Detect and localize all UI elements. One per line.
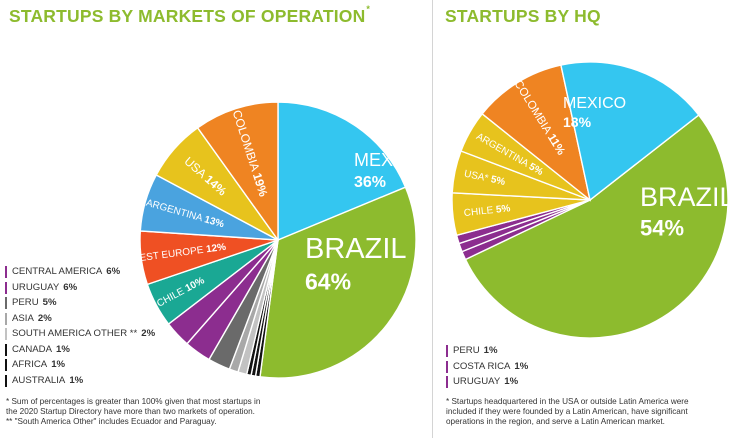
- legend-label: CENTRAL AMERICA 6%: [12, 266, 120, 278]
- legend-label-name: URUGUAY: [12, 281, 60, 293]
- legend-label-name: AFRICA: [12, 359, 48, 370]
- legend-label: PERU 5%: [12, 297, 57, 309]
- slice-value-brazil: 64%: [305, 269, 351, 295]
- legend-label: URUGUAY 6%: [12, 282, 77, 294]
- slice-label-value: 13%: [203, 214, 225, 230]
- footnote-line: included if they were founded by a Latin…: [446, 407, 688, 416]
- legend-label-value: 6%: [106, 266, 121, 277]
- slice-value-brazil: 54%: [640, 216, 684, 241]
- slice-label-brazil: BRAZIL: [640, 182, 735, 212]
- slice-label-mexico: MEXICO: [563, 95, 626, 112]
- legend-label: PERU 1%: [453, 345, 498, 357]
- legend-swatch: [446, 345, 448, 357]
- pie-slice-brazil: [464, 114, 729, 339]
- legend-label-name: COSTA RICA: [453, 360, 511, 372]
- legend-swatch: [5, 266, 7, 278]
- pie-slice-brazil: [259, 186, 417, 379]
- slice-label-value: 12%: [205, 241, 226, 255]
- legend-swatch: [5, 328, 7, 340]
- footnote-line: * Sum of percentages is greater than 100…: [6, 397, 261, 406]
- panel-divider: [432, 0, 433, 438]
- footnote-line: * Startups headquartered in the USA or o…: [446, 397, 689, 406]
- left-chart-title: STARTUPS BY MARKETS OF OPERATION*: [9, 4, 371, 26]
- legend-swatch: [446, 376, 448, 388]
- legend-label-name: URUGUAY: [453, 376, 501, 387]
- slice-label-value: 5%: [490, 174, 507, 188]
- slice-value-mexico: 36%: [354, 174, 386, 191]
- legend-label: AUSTRALIA 1%: [12, 375, 83, 387]
- legend-label-name: AUSTRALIA: [12, 374, 66, 386]
- legend-label: COSTA RICA 1%: [453, 361, 528, 373]
- legend-swatch: [5, 297, 7, 309]
- markets-footnotes: * Sum of percentages is greater than 100…: [6, 397, 260, 427]
- footnote-line: operations in the region, and serve a La…: [446, 417, 665, 426]
- slice-label-brazil: BRAZIL: [305, 233, 407, 265]
- legend-label-value: 1%: [504, 376, 519, 387]
- legend-label-name: CENTRAL AMERICA: [12, 266, 103, 277]
- slice-label-mexico: MEXICO: [354, 150, 425, 170]
- legend-swatch: [5, 374, 7, 387]
- legend-label-value: 5%: [42, 297, 57, 308]
- legend-label-value: 2%: [141, 328, 156, 339]
- legend-swatch: [5, 359, 7, 371]
- legend-label-name: CANADA: [12, 343, 52, 355]
- legend-label: URUGUAY 1%: [453, 376, 518, 388]
- pie-slices: [139, 101, 417, 379]
- slice-label-usa: USA* 5%: [463, 168, 506, 187]
- legend-label: ASIA 2%: [12, 313, 52, 325]
- legend-label-value: 1%: [69, 374, 84, 386]
- pie-slice-colombia: [196, 101, 279, 243]
- pie-slice-mexico: [277, 101, 407, 242]
- slice-label-name: CHILE: [463, 204, 496, 218]
- hq-legend: PERU 1% COSTA RICA 1% URUGUAY 1%: [446, 345, 646, 389]
- slice-value-mexico: 18%: [563, 114, 592, 130]
- legend-label-value: 1%: [51, 359, 66, 370]
- slice-label-value: 5%: [495, 203, 511, 215]
- pie-slice-mexico: [560, 61, 700, 202]
- pie-slice-colombia: [481, 64, 592, 202]
- footnote-line: the 2020 Startup Directory have more tha…: [6, 407, 255, 416]
- footnote-line: ** "South America Other" includes Ecuado…: [6, 417, 217, 426]
- legend-label-value: 1%: [483, 345, 498, 356]
- hq-footnotes: * Startups headquartered in the USA or o…: [446, 397, 689, 427]
- legend-label-value: 1%: [514, 360, 529, 372]
- legend-label-name: PERU: [453, 345, 480, 356]
- slice-label-name: USA*: [463, 168, 492, 184]
- legend-label-value: 1%: [55, 343, 70, 355]
- legend-label-name: PERU: [12, 297, 39, 308]
- right-chart-title: STARTUPS BY HQ: [445, 6, 601, 26]
- legend-label-name: SOUTH AMERICA OTHER **: [12, 328, 138, 339]
- legend-swatch: [5, 281, 7, 294]
- legend-label-value: 6%: [63, 281, 78, 293]
- legend-label: AFRICA 1%: [12, 359, 65, 371]
- legend-swatch: [5, 343, 7, 356]
- pie-slices: [451, 61, 729, 339]
- legend-label: CANADA 1%: [12, 344, 70, 356]
- legend-label-value: 2%: [37, 312, 52, 324]
- legend-swatch: [5, 312, 7, 325]
- legend-label-name: ASIA: [12, 312, 34, 324]
- markets-legend: CENTRAL AMERICA 6% URUGUAY 6% PERU 5% ASIA 2% SO…: [5, 266, 205, 390]
- slice-label-chile: CHILE 5%: [463, 203, 511, 219]
- legend-label: SOUTH AMERICA OTHER ** 2%: [12, 328, 155, 340]
- legend-swatch: [446, 360, 448, 373]
